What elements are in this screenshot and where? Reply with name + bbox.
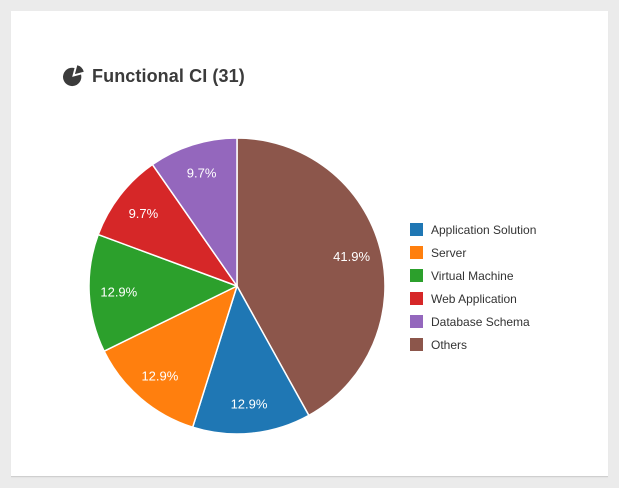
pie-slice-label-web-application: 9.7% bbox=[129, 206, 159, 221]
legend-item-server[interactable]: Server bbox=[410, 245, 536, 260]
chart-title: Functional CI (31) bbox=[92, 65, 245, 86]
pie-slice-application-solution[interactable] bbox=[191, 285, 310, 435]
legend-swatch-virtual-machine bbox=[410, 269, 423, 282]
legend-item-others[interactable]: Others bbox=[410, 337, 536, 352]
legend-item-application-solution[interactable]: Application Solution bbox=[410, 222, 537, 237]
pie-slice-label-others: 41.9% bbox=[333, 249, 370, 264]
legend-label-database-schema: Database Schema bbox=[431, 314, 530, 329]
legend-label-virtual-machine: Virtual Machine bbox=[431, 268, 514, 283]
chart-header: Functional CI (31) bbox=[63, 65, 245, 87]
pie-slice-database-schema[interactable] bbox=[151, 137, 238, 287]
legend-label-server: Server bbox=[431, 245, 467, 260]
legend-label-others: Others bbox=[431, 337, 468, 352]
legend-item-database-schema[interactable]: Database Schema bbox=[410, 314, 536, 329]
legend-swatch-server bbox=[410, 246, 423, 259]
pie-slice-label-database-schema: 9.7% bbox=[187, 166, 217, 181]
pie-chart-icon bbox=[63, 65, 85, 87]
pie-slice-label-application-solution: 12.9% bbox=[231, 396, 268, 411]
chart-legend: Application Solution Server Virtual Machin… bbox=[410, 223, 536, 361]
pie-slice-label-server: 12.9% bbox=[141, 368, 178, 383]
legend-swatch-web-application bbox=[410, 292, 423, 305]
pie-slice-server[interactable] bbox=[103, 285, 238, 428]
legend-swatch-database-schema bbox=[410, 315, 423, 328]
chart-card: Functional CI (31) 41.9% 12.9% 12.9% 12.9% 9… bbox=[11, 11, 608, 477]
pie-chart: 41.9% 12.9% 12.9% 12.9% 9.7% 9.7% bbox=[87, 136, 387, 436]
pie-slice-web-application[interactable] bbox=[97, 163, 238, 287]
pie-slice-label-virtual-machine: 12.9% bbox=[100, 285, 137, 300]
legend-swatch-others bbox=[410, 338, 423, 351]
legend-swatch-application-solution bbox=[410, 223, 423, 236]
legend-item-virtual-machine[interactable]: Virtual Machine bbox=[410, 268, 536, 283]
legend-label-web-application: Web Application bbox=[431, 291, 517, 306]
pie-slice-others[interactable] bbox=[236, 137, 386, 417]
legend-label-application-solution: Application Solution bbox=[431, 222, 537, 237]
pie-svg: 41.9% 12.9% 12.9% 12.9% 9.7% 9.7% bbox=[88, 137, 386, 435]
pie-slice-virtual-machine[interactable] bbox=[88, 233, 238, 352]
legend-item-web-application[interactable]: Web Application bbox=[410, 291, 536, 306]
